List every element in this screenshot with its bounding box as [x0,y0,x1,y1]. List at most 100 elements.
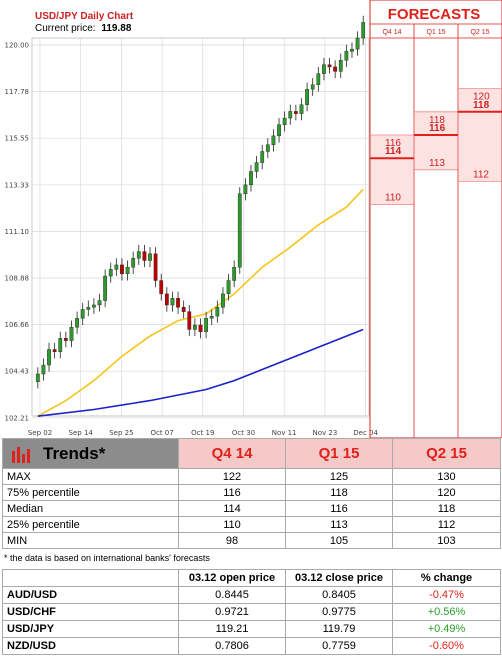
candle [260,144,265,170]
close-price: 0.8405 [285,586,393,604]
currency-pair: USD/CHF [2,603,179,621]
cell-value: 98 [178,532,286,549]
y-tick-label: 106.66 [5,321,30,329]
forecast-median-label: 118 [473,100,490,111]
rates-table: 03.12 open price 03.12 close price % cha… [2,569,501,655]
forecast-p25-label: 112 [473,169,489,180]
candle [193,318,197,337]
usdjpy-chart: 120.00 117.78 115.55 113.33 111.10 108.88 106.… [4,0,502,438]
trends-title: Trends* [43,443,106,463]
forecasts-title: FORECASTS [388,6,481,23]
rates-header-row: 03.12 open price 03.12 close price % cha… [2,569,501,587]
forecast-period-label: Q1 15 [426,29,445,36]
rates-header: 03.12 close price [285,569,393,587]
candle [288,104,293,125]
row-label: MIN [2,532,179,549]
currency-pair: AUD/USD [2,586,179,604]
candle [265,138,270,159]
open-price: 0.9721 [178,603,286,621]
percent-change: +0.56% [392,603,501,621]
candle [237,187,242,274]
currency-pair: USD/JPY [2,620,179,638]
candle [338,53,343,79]
x-tick-label: Sep 25 [109,429,133,437]
row-label: MAX [2,468,179,485]
candle [108,262,113,283]
cell-value: 118 [285,484,393,501]
candle [52,342,57,359]
y-tick-label: 115.55 [5,135,30,143]
candle [41,358,46,381]
candle [35,367,40,389]
trends-title-cell: Trends* [2,438,179,469]
candle [176,291,180,314]
candle [69,320,74,348]
candle [170,291,175,312]
table-row: AUD/USD 0.8445 0.8405 -0.47% [2,586,501,604]
trends-period: Q1 15 [285,438,393,469]
table-row: 75% percentile 116 118 120 [2,484,501,501]
rates-header: 03.12 open price [178,569,286,587]
cell-value: 105 [285,532,393,549]
percent-change: +0.49% [392,620,501,638]
candle [305,82,309,112]
y-tick-label: 113.33 [5,181,30,189]
candle [316,66,321,92]
open-price: 0.8445 [178,586,286,604]
forecast-median-label: 114 [385,146,402,157]
forecast-range-band [459,88,501,182]
forecast-p75-label: 118 [429,115,445,126]
candle [120,258,124,281]
candle [136,244,141,265]
y-tick-label: 111.10 [5,228,30,236]
cell-value: 110 [178,516,286,533]
open-price: 0.7806 [178,637,286,655]
plot-frame [31,37,370,417]
forecast-p75-label: 116 [385,138,401,149]
candle [47,342,51,372]
y-tick-label: 104.43 [5,368,30,376]
candle [131,251,136,274]
candle [361,15,366,45]
open-price: 119.21 [178,620,286,638]
candle [271,129,276,152]
candle [181,300,186,319]
current-price-value: 119.88 [101,23,131,34]
candle [249,164,253,192]
y-tick-label: 102.21 [5,414,30,422]
chart-title: USD/JPY Daily Chart [35,11,134,22]
x-tick-label: Nov 23 [313,429,338,437]
candle [142,244,147,268]
candle [63,331,68,348]
forecast-p25-label: 110 [385,193,401,204]
candle [58,331,63,359]
table-row: 25% percentile 110 113 112 [2,516,501,533]
svg-text:Current price: 119.88: Current price: 119.88 [35,23,132,34]
candle [226,273,231,301]
candle [148,247,152,268]
table-row: MAX 122 125 130 [2,468,501,485]
x-tick-label: Sep 14 [69,429,94,437]
candle [86,300,91,317]
table-row: MIN 98 105 103 [2,532,501,549]
candle [243,178,248,201]
trends-header-row: Trends* Q4 14 Q1 15 Q2 15 [2,438,501,469]
x-tick-label: Dec 04 [353,429,378,437]
candle [232,260,237,288]
candle [282,111,287,132]
row-label: 75% percentile [2,484,179,501]
candle [344,44,349,67]
candle [350,42,354,59]
candle [355,31,360,56]
forecast-p25-label: 113 [429,158,445,169]
candle [333,60,338,79]
forecast-median-label: 116 [429,123,446,134]
cell-value: 113 [285,516,393,533]
candle [322,58,326,81]
forecast-period-label: Q4 14 [382,29,401,36]
x-tick-label: Oct 30 [232,429,255,437]
candle [159,273,164,301]
candle [92,298,96,314]
y-tick-label: 117.78 [5,88,30,96]
row-label: 25% percentile [2,516,179,533]
